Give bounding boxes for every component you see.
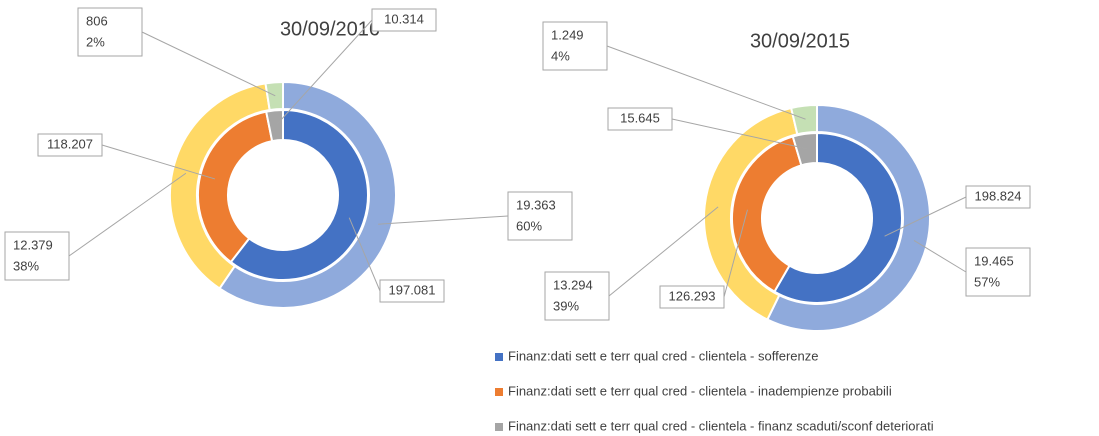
percent-label: 39% <box>553 298 579 313</box>
value-label: 13.294 <box>553 277 593 292</box>
label-box <box>4 231 70 281</box>
inner-slice <box>229 108 369 281</box>
label-box <box>77 7 143 57</box>
inner-slice <box>197 110 274 264</box>
label-box <box>37 133 103 157</box>
legend-label: Finanz:dati sett e terr qual cred - clie… <box>508 383 892 398</box>
chart-title: 30/09/2015 <box>750 30 850 52</box>
inner-slice <box>773 131 903 304</box>
label-box <box>659 285 725 309</box>
percent-label: 57% <box>974 274 1000 289</box>
inner-slice <box>791 131 818 167</box>
legend-label: Finanz:dati sett e terr qual cred - clie… <box>508 418 934 433</box>
percent-label: 60% <box>516 218 542 233</box>
chart-title: 30/09/2016 <box>280 18 380 40</box>
legend-swatch <box>495 423 503 431</box>
label-box <box>965 185 1031 209</box>
leader-line <box>275 19 373 126</box>
leader-line <box>671 118 808 150</box>
label-box <box>542 21 608 71</box>
value-label: 19.363 <box>516 197 556 212</box>
percent-label: 2% <box>86 34 105 49</box>
percent-label: 38% <box>13 258 39 273</box>
leader-line <box>68 172 187 257</box>
value-label: 19.465 <box>974 253 1014 268</box>
value-label: 15.645 <box>620 110 660 125</box>
value-label: 198.824 <box>975 188 1022 203</box>
outer-slice <box>789 103 818 136</box>
outer-slice <box>264 80 284 112</box>
leader-line <box>913 239 967 273</box>
leader-line <box>606 45 806 120</box>
leader-line <box>101 144 216 180</box>
value-label: 197.081 <box>389 282 436 297</box>
leader-line <box>378 215 509 225</box>
value-label: 126.293 <box>669 288 716 303</box>
percent-label: 4% <box>551 48 570 63</box>
outer-slice <box>766 103 931 332</box>
legend-swatch <box>495 388 503 396</box>
leader-line <box>608 206 719 297</box>
legend-swatch <box>495 353 503 361</box>
leader-line <box>884 196 967 237</box>
outer-slice <box>218 80 397 309</box>
value-label: 12.379 <box>13 237 53 252</box>
label-box <box>965 247 1031 297</box>
leader-line <box>723 209 748 298</box>
label-box <box>507 191 573 241</box>
value-label: 10.314 <box>384 11 424 26</box>
value-label: 118.207 <box>47 136 93 151</box>
label-box <box>544 271 610 321</box>
leader-line <box>348 217 381 292</box>
label-box <box>379 279 445 303</box>
value-label: 806 <box>86 13 108 28</box>
label-box <box>371 8 437 32</box>
label-box <box>607 107 673 131</box>
leader-line <box>141 31 276 97</box>
value-label: 1.249 <box>551 27 584 42</box>
inner-slice <box>265 108 284 143</box>
legend-label: Finanz:dati sett e terr qual cred - clie… <box>508 348 818 363</box>
